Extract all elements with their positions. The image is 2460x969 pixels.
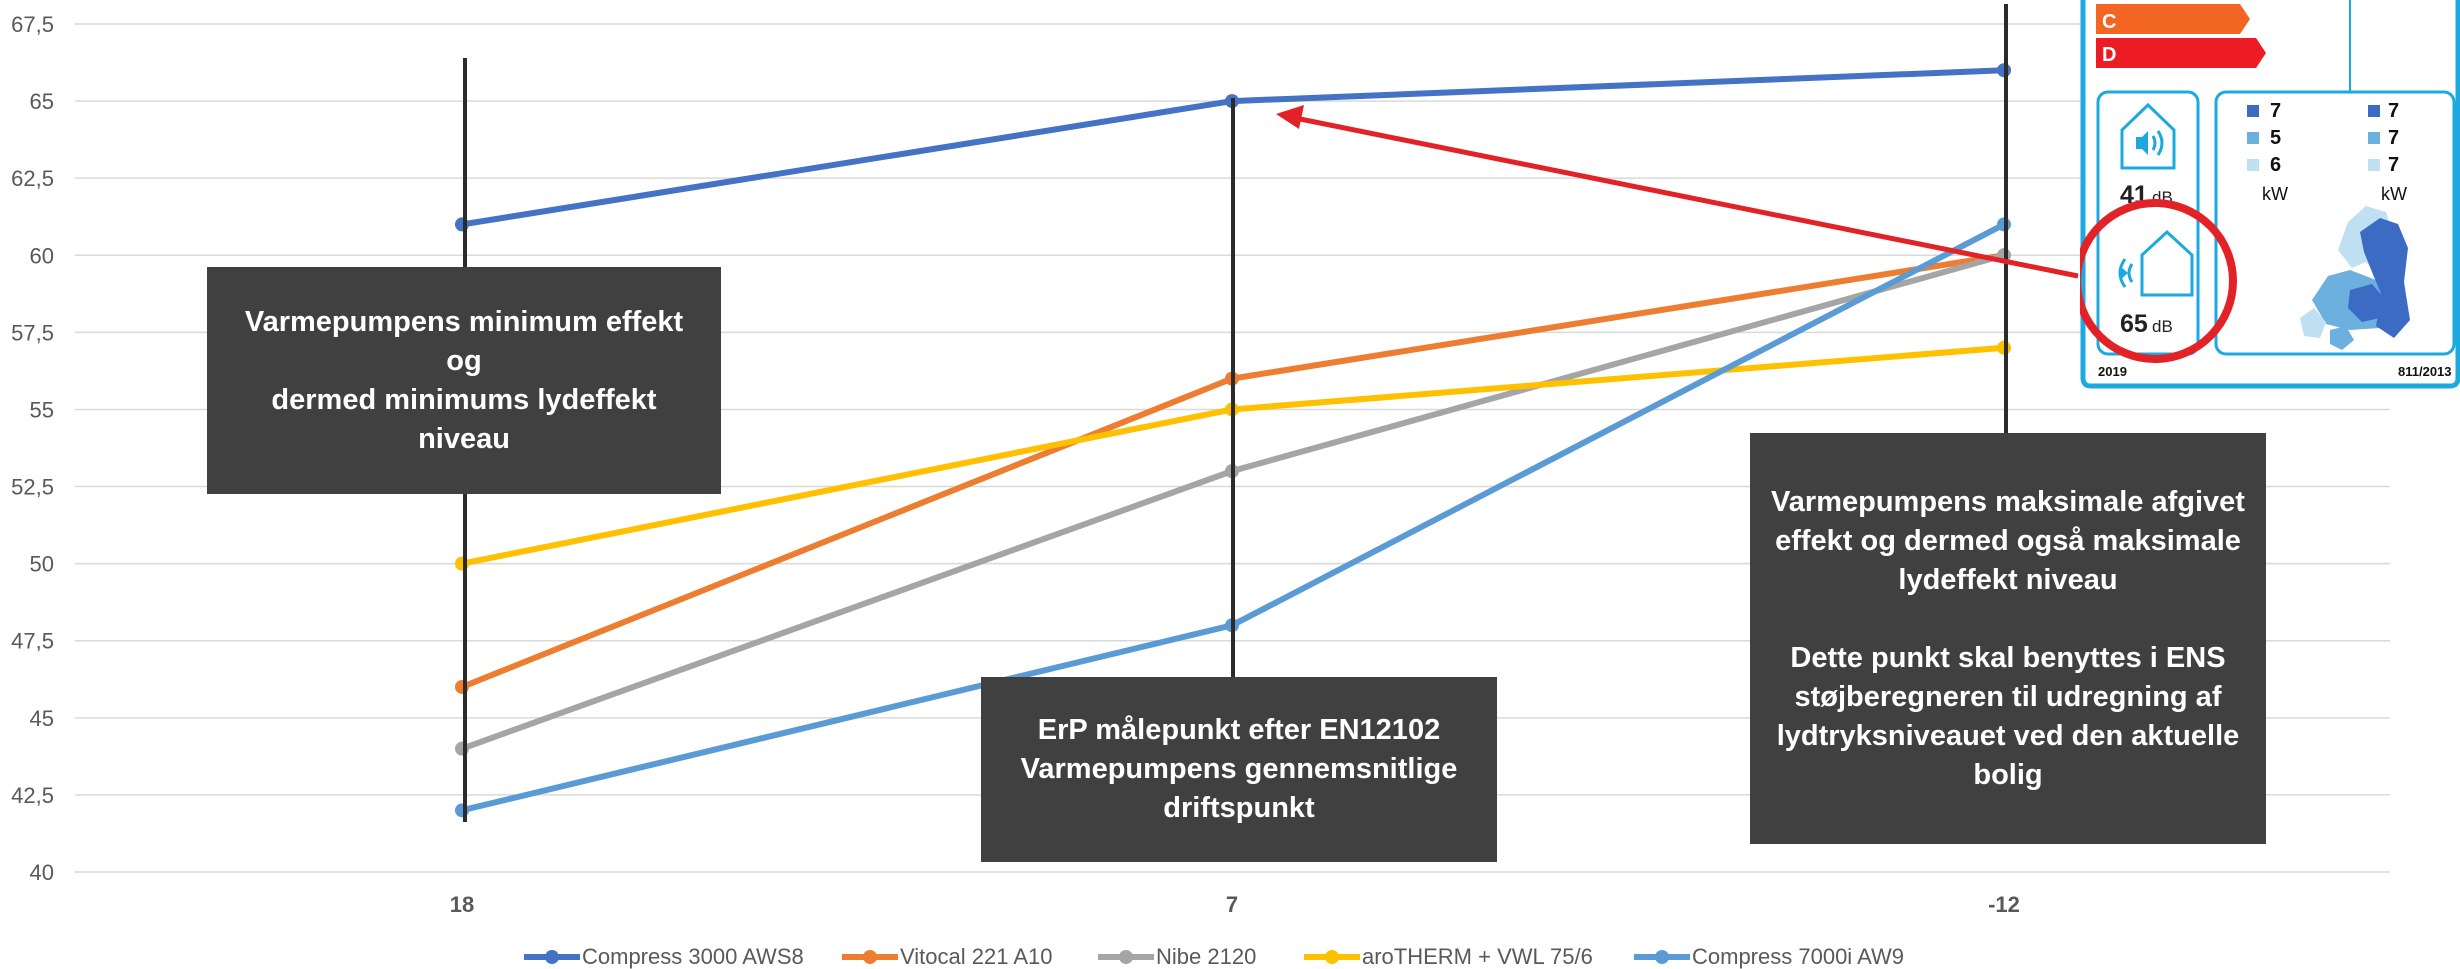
class-c-letter: C <box>2102 11 2116 33</box>
annotation-erp-point: ErP målepunkt efter EN12102 Varmepumpens… <box>981 677 1497 862</box>
class-c-arrow <box>2096 4 2250 34</box>
legend-label: aroTHERM + VWL 75/6 <box>1362 944 1593 969</box>
legend-marker <box>863 950 877 964</box>
outdoor-db-value: 65 <box>2120 310 2148 338</box>
legend-marker <box>1325 950 1339 964</box>
col1-value-1: 7 <box>2270 100 2281 122</box>
y-axis-ticks: 40 42,5 45 47,5 50 52,5 55 57,5 60 62,5 65 67,5 <box>11 12 54 885</box>
col1-square-mid <box>2247 132 2259 144</box>
col2-square-light <box>2368 159 2380 171</box>
y-tick-label: 60 <box>30 243 54 268</box>
outdoor-db-unit: dB <box>2152 317 2173 336</box>
legend-marker <box>1655 950 1669 964</box>
col1-square-dark <box>2247 105 2259 117</box>
col2-square-dark <box>2368 105 2380 117</box>
col1-square-light <box>2247 159 2259 171</box>
y-tick-label: 47,5 <box>11 629 54 654</box>
label-year: 2019 <box>2098 364 2127 379</box>
annotation-max-effect: Varmepumpens maksimale afgivet effekt og… <box>1750 433 2266 844</box>
y-tick-label: 50 <box>30 552 54 577</box>
x-tick-label: 18 <box>450 892 474 917</box>
y-tick-label: 65 <box>30 89 54 114</box>
legend-label: Nibe 2120 <box>1156 944 1256 969</box>
col2-value-3: 7 <box>2388 154 2399 176</box>
y-tick-label: 62,5 <box>11 166 54 191</box>
legend-label: Vitocal 221 A10 <box>900 944 1053 969</box>
col2-unit: kW <box>2381 184 2407 204</box>
col2-value-2: 7 <box>2388 127 2399 149</box>
y-tick-label: 45 <box>30 706 54 731</box>
annotation-min-effect: Varmepumpens minimum effekt og dermed mi… <box>207 267 721 494</box>
y-tick-label: 55 <box>30 397 54 422</box>
class-d-arrow <box>2096 38 2266 68</box>
legend-label: Compress 7000i AW9 <box>1692 944 1904 969</box>
y-tick-label: 57,5 <box>11 320 54 345</box>
col1-unit: kW <box>2262 184 2288 204</box>
x-tick-label: 7 <box>1226 892 1238 917</box>
highlight-circle <box>2080 199 2237 363</box>
col1-value-2: 5 <box>2270 127 2281 149</box>
y-tick-label: 42,5 <box>11 783 54 808</box>
outdoor-sound-icon <box>2118 229 2194 297</box>
col1-value-3: 6 <box>2270 154 2281 176</box>
y-tick-label: 67,5 <box>11 12 54 37</box>
x-axis-ticks: 18 7 -12 <box>450 892 2020 917</box>
x-tick-label: -12 <box>1988 892 2020 917</box>
indoor-sound-icon <box>2120 102 2176 170</box>
col2-value-1: 7 <box>2388 100 2399 122</box>
legend-marker <box>1119 950 1133 964</box>
legend: Compress 3000 AWS8 Vitocal 221 A10 Nibe 21… <box>524 944 1904 969</box>
col2-square-mid <box>2368 132 2380 144</box>
legend-marker <box>545 950 559 964</box>
europe-map-icon <box>2300 206 2410 350</box>
class-d-letter: D <box>2102 44 2116 66</box>
y-tick-label: 52,5 <box>11 475 54 500</box>
label-regulation: 811/2013 <box>2398 364 2452 379</box>
energy-label: C D 41 dB 65 dB 7 5 6 kW 7 7 7 kW 2019 8… <box>2080 0 2460 389</box>
legend-label: Compress 3000 AWS8 <box>582 944 804 969</box>
y-tick-label: 40 <box>30 860 54 885</box>
